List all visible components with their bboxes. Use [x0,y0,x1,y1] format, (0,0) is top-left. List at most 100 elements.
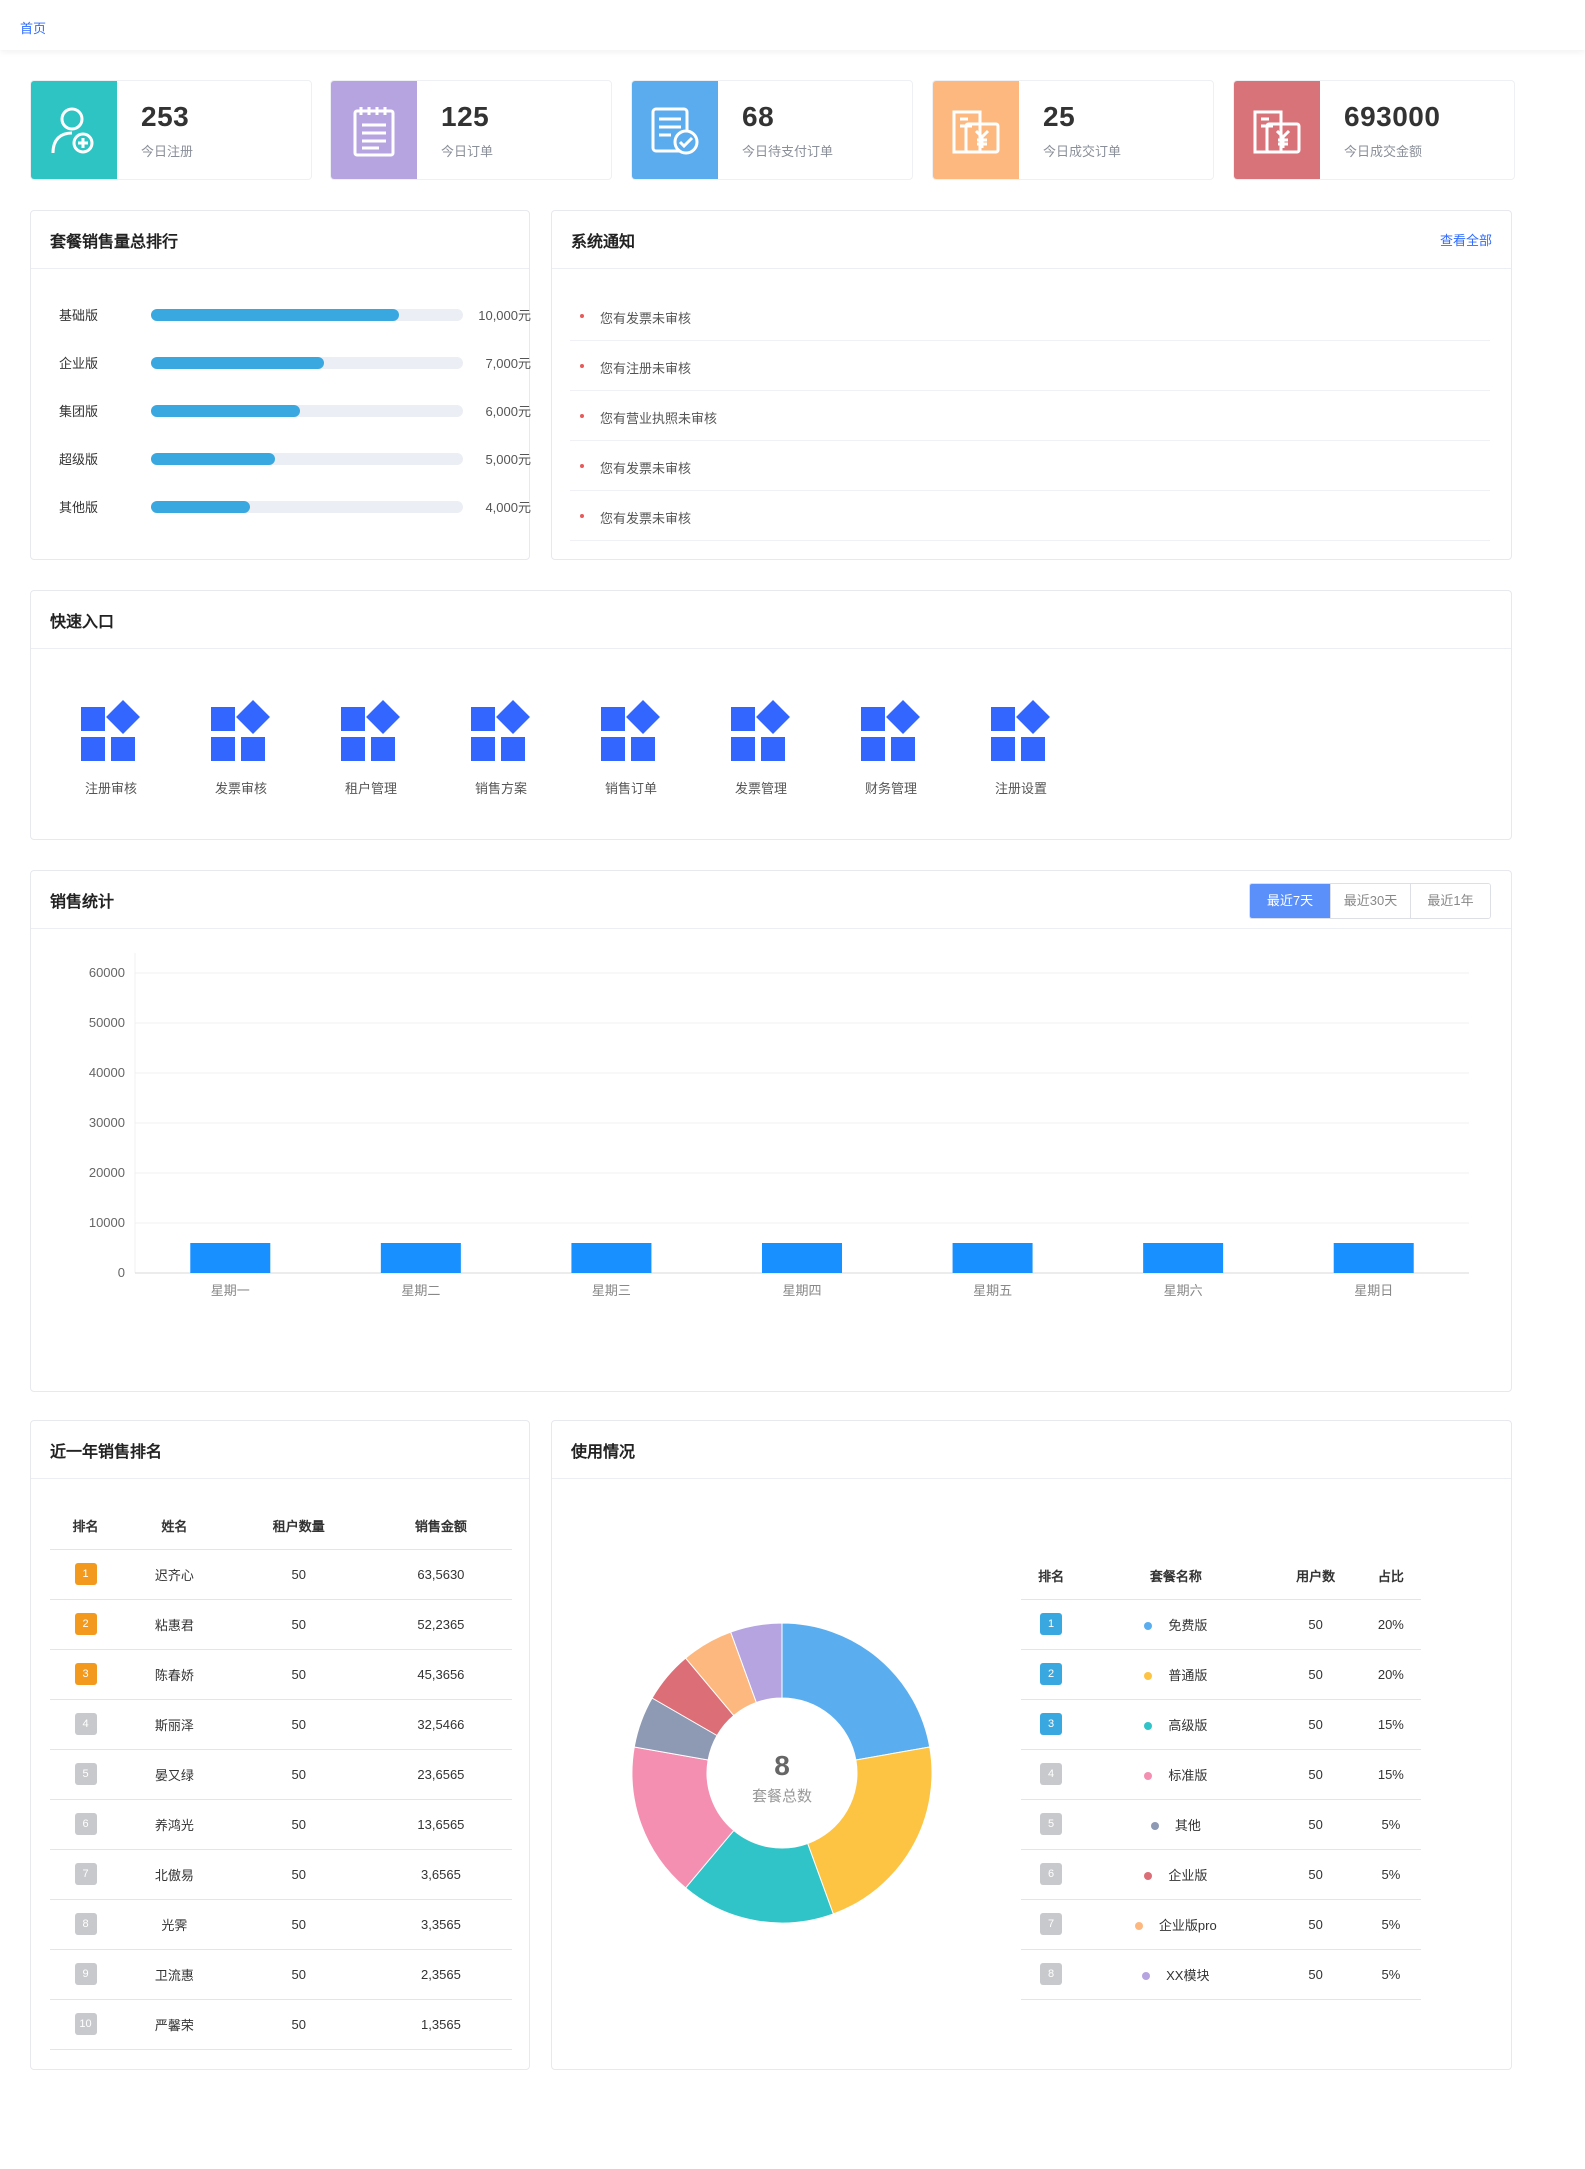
bar [762,1243,842,1273]
stat-label: 今日成交订单 [1043,144,1122,159]
rank-badge: 9 [74,1963,97,1985]
stat-value: 68 [742,101,775,132]
card-title: 使用情况 [571,1443,636,1461]
table-row: 6 企业版 50 5% [1021,1848,1421,1899]
quick-entry-item[interactable]: 财务管理 [841,700,941,797]
ranking-row: 超级版 5,000元 [59,447,531,467]
sales-bar-chart: 0 10000 20000 30000 40000 50000 60000 星期一 星期二 星期三… [89,953,1469,1298]
quick-entry-item[interactable]: 销售方案 [451,700,551,797]
progress-track [151,501,463,513]
table-row: 1 迟齐心 50 63,5630 [50,1548,512,1599]
top-bar: 首页 [0,0,1585,50]
breadcrumb-home[interactable]: 首页 [20,21,47,36]
card-title: 近一年销售排名 [50,1443,163,1461]
column-header: 租户数量 [272,1519,325,1535]
package-name: 其他版 [59,500,99,515]
tenant-count: 50 [227,1898,370,1949]
table-row: 2 普通版 50 20% [1021,1648,1421,1699]
rank-badge: 10 [74,2013,97,2035]
bullet-dot [580,464,584,468]
table-row: 4 斯丽泽 50 32,5466 [50,1698,512,1749]
x-tick-label: 星期五 [973,1283,1012,1298]
rank-badge: 3 [74,1663,97,1685]
column-header: 套餐名称 [1149,1569,1202,1585]
tab-period[interactable]: 最近30天 [1330,884,1410,918]
tab-period[interactable]: 最近1年 [1410,884,1490,918]
apps-icon [81,700,141,761]
quick-entry-label: 发票管理 [734,781,787,796]
user-count: 50 [1270,1748,1361,1799]
notice-item[interactable]: 您有营业执照未审核 [570,391,1490,441]
table-row: 7 企业版pro 50 5% [1021,1898,1421,1949]
apps-icon [601,700,661,761]
card-title: 系统通知 [571,233,636,251]
share-ratio: 20% [1360,1648,1421,1699]
package-name: XX模块 [1166,1967,1210,1983]
usage-card: 使用情况 8 套餐总数 排名 套餐名称 用户数 占比 1 免费版 50 20% 2 普通版 50 20… [551,1420,1512,2070]
progress-track [151,309,463,321]
apps-icon [731,700,791,761]
sales-amount: 3,6565 [369,1848,512,1899]
tenant-count: 50 [227,1998,370,2050]
user-add-icon [31,81,117,179]
stat-label: 今日待支付订单 [742,144,834,159]
column-header: 销售金额 [414,1519,467,1535]
package-name: 企业版pro [1158,1917,1217,1933]
column-header: 排名 [72,1519,99,1535]
user-count: 50 [1270,1598,1361,1649]
package-name: 基础版 [59,308,99,323]
ranking-row: 基础版 10,000元 [59,303,531,323]
package-name: 普通版 [1168,1667,1208,1683]
quick-entry-item[interactable]: 注册审核 [61,700,161,797]
legend-dot [1142,1972,1151,1981]
quick-entry-label: 发票审核 [214,781,267,796]
invoice-yen-icon [933,81,1019,179]
sales-value: 4,000元 [485,500,531,515]
apps-icon [211,700,271,761]
y-tick-label: 60000 [89,965,125,980]
legend-dot [1144,1772,1153,1781]
tenant-count: 50 [227,1648,370,1699]
sales-amount: 3,3565 [369,1898,512,1949]
tenant-count: 50 [227,1798,370,1849]
usage-table: 排名 套餐名称 用户数 占比 1 免费版 50 20% 2 普通版 50 20% 3 高级版 50 15% 4… [1021,1553,1421,2000]
sales-amount: 1,3565 [369,1998,512,2050]
notice-item[interactable]: 您有发票未审核 [570,291,1490,341]
table-row: 9 卫流惠 50 2,3565 [50,1948,512,1999]
quick-entry-item[interactable]: 发票管理 [711,700,811,797]
rank-badge: 8 [74,1913,97,1935]
tenant-count: 50 [227,1548,370,1599]
seller-name: 养鸿光 [121,1798,228,1849]
donut-slice [781,1622,931,1761]
bullet-dot [580,414,584,418]
x-tick-label: 星期二 [401,1283,440,1298]
y-tick-label: 30000 [89,1115,125,1130]
package-name: 高级版 [1168,1717,1208,1733]
column-header: 用户数 [1296,1569,1336,1585]
quick-entry-item[interactable]: 租户管理 [321,700,421,797]
notice-text: 您有发票未审核 [600,311,692,326]
user-count: 50 [1270,1798,1361,1849]
quick-entry-label: 财务管理 [864,781,917,796]
quick-entry-item[interactable]: 注册设置 [971,700,1071,797]
rank-badge: 3 [1040,1713,1063,1735]
rank-badge: 5 [1040,1813,1063,1835]
y-tick-label: 10000 [89,1215,125,1230]
bar [1143,1243,1224,1273]
notice-item[interactable]: 您有发票未审核 [570,491,1490,541]
rank-badge: 6 [74,1813,97,1835]
apps-icon [341,700,401,761]
notice-item[interactable]: 您有发票未审核 [570,441,1490,491]
rank-badge: 7 [74,1863,97,1885]
tab-period[interactable]: 最近7天 [1250,884,1330,918]
legend-dot [1150,1822,1159,1831]
package-name: 标准版 [1168,1767,1208,1783]
rank-badge: 1 [74,1563,97,1585]
table-row: 8 XX模块 50 5% [1021,1948,1421,2000]
notice-item[interactable]: 您有注册未审核 [570,341,1490,391]
quick-entry-item[interactable]: 销售订单 [581,700,681,797]
quick-entry-item[interactable]: 发票审核 [191,700,291,797]
ranking-row: 企业版 7,000元 [59,351,531,371]
view-all-link[interactable]: 查看全部 [1439,233,1492,248]
stat-label: 今日成交金额 [1344,144,1423,159]
